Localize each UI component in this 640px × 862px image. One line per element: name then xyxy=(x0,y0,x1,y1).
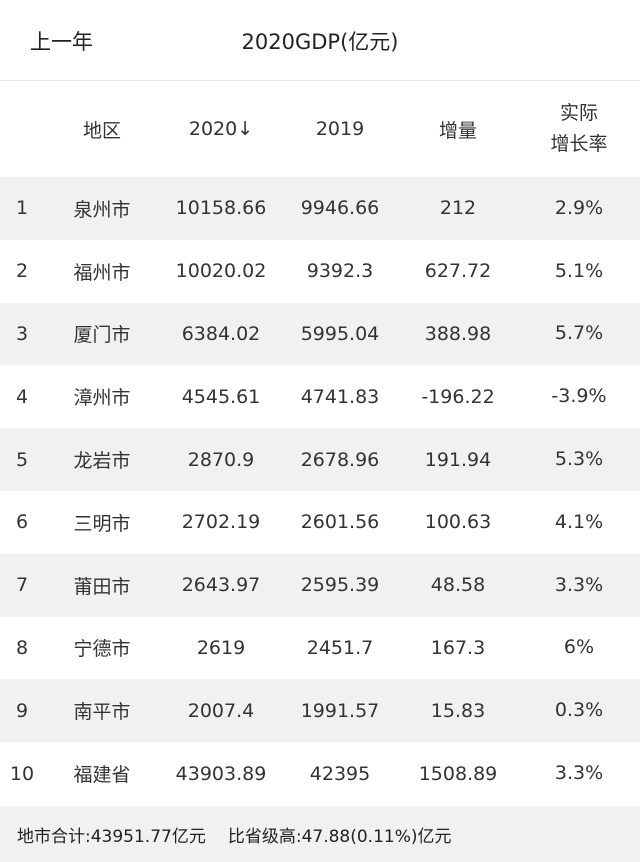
rank-cell: 9 xyxy=(15,699,29,722)
table-row[interactable]: 2 福州市 10020.02 9392.3 627.72 5.1% xyxy=(0,240,640,303)
region-cell: 福州市 xyxy=(73,261,131,284)
rate-header-line2: 增长率 xyxy=(550,133,608,155)
rank-cell: 1 xyxy=(15,197,29,220)
gdp-2020-cell: 2643.97 xyxy=(181,574,261,597)
growth-rate-cell: 5.3% xyxy=(554,448,604,471)
region-cell: 龙岩市 xyxy=(73,450,131,473)
growth-rate-cell: 3.3% xyxy=(554,762,604,785)
increment-cell: 15.83 xyxy=(430,699,486,722)
sort-2020-header[interactable]: 2020↓ xyxy=(160,118,282,140)
gdp-2019-cell: 2595.39 xyxy=(300,574,380,597)
growth-rate-cell: 3.3% xyxy=(554,573,604,596)
rank-cell: 3 xyxy=(15,322,29,345)
region-cell: 福建省 xyxy=(73,764,131,787)
rate-header-line1: 实际 xyxy=(559,102,598,124)
table-row[interactable]: 6 三明市 2702.19 2601.56 100.63 4.1% xyxy=(0,491,640,554)
gdp-2020-cell: 43903.89 xyxy=(175,762,267,785)
rank-cell: 8 xyxy=(15,636,29,659)
header-growth-rate[interactable]: 实际 增长率 xyxy=(518,98,640,160)
table-row[interactable]: 4 漳州市 4545.61 4741.83 -196.22 -3.9% xyxy=(0,365,640,428)
region-header: 地区 xyxy=(82,119,121,142)
gdp-2019-cell: 2601.56 xyxy=(300,511,380,534)
region-cell: 泉州市 xyxy=(73,198,131,221)
increment-cell: 627.72 xyxy=(424,260,492,283)
gdp-2019-cell: 9392.3 xyxy=(306,260,374,283)
previous-year-button[interactable]: 上一年 xyxy=(30,30,93,54)
growth-rate-cell: 5.7% xyxy=(554,322,604,345)
growth-rate-cell: 5.1% xyxy=(554,259,604,282)
rank-cell: 4 xyxy=(15,385,29,408)
table-row[interactable]: 5 龙岩市 2870.9 2678.96 191.94 5.3% xyxy=(0,428,640,491)
gdp-2019-cell: 1991.57 xyxy=(300,699,380,722)
table-row[interactable]: 1 泉州市 10158.66 9946.66 212 2.9% xyxy=(0,177,640,240)
gdp-2020-cell: 6384.02 xyxy=(181,322,261,345)
rank-cell: 5 xyxy=(15,448,29,471)
gdp-2020-cell: 10020.02 xyxy=(175,260,267,283)
gdp-2020-cell: 2870.9 xyxy=(187,448,255,471)
growth-rate-cell: 4.1% xyxy=(554,510,604,533)
header-increment[interactable]: 增量 xyxy=(438,119,477,142)
growth-rate-cell: 6% xyxy=(563,636,595,659)
gdp-2019-cell: 4741.83 xyxy=(300,385,380,408)
table-row[interactable]: 10 福建省 43903.89 42395 1508.89 3.3% xyxy=(0,742,640,805)
increment-cell: -196.22 xyxy=(421,385,495,408)
gdp-2019-cell: 5995.04 xyxy=(300,322,380,345)
increment-cell: 100.63 xyxy=(424,511,492,534)
gdp-2020-cell: 10158.66 xyxy=(175,197,267,220)
gdp-2019-cell: 9946.66 xyxy=(300,197,380,220)
increment-cell: 167.3 xyxy=(430,636,486,659)
table-row[interactable]: 8 宁德市 2619 2451.7 167.3 6% xyxy=(0,617,640,680)
rank-cell: 7 xyxy=(15,574,29,597)
region-cell: 南平市 xyxy=(73,701,131,724)
header-2020-label: 2020 xyxy=(188,118,238,140)
region-cell: 三明市 xyxy=(73,512,131,535)
province-diff: 比省级高:47.88(0.11%)亿元 xyxy=(227,826,452,847)
table-row[interactable]: 3 厦门市 6384.02 5995.04 388.98 5.7% xyxy=(0,302,640,366)
gdp-2020-cell: 4545.61 xyxy=(181,385,261,408)
rank-cell: 2 xyxy=(15,260,29,283)
increment-cell: 212 xyxy=(439,197,477,220)
table-row[interactable]: 9 南平市 2007.4 1991.57 15.83 0.3% xyxy=(0,679,640,743)
region-cell: 莆田市 xyxy=(73,575,131,598)
gdp-2020-cell: 2619 xyxy=(196,636,246,659)
top-bar: 上一年 2020GDP(亿元) xyxy=(0,0,640,81)
table-body: 1 泉州市 10158.66 9946.66 212 2.9% 2 福州市 10020.02 93… xyxy=(0,177,640,805)
region-cell: 厦门市 xyxy=(73,324,131,347)
rank-cell: 10 xyxy=(9,762,35,785)
city-total: 地市合计:43951.77亿元 xyxy=(17,826,206,847)
rank-cell: 6 xyxy=(15,511,29,534)
gdp-2019-cell: 42395 xyxy=(309,762,371,785)
gdp-2019-cell: 2451.7 xyxy=(306,636,374,659)
table-header: 地区 2020↓ 2019 增量 实际增长率 xyxy=(0,81,640,177)
increment-cell: 388.98 xyxy=(424,322,492,345)
gdp-2020-cell: 2702.19 xyxy=(181,511,261,534)
region-cell: 宁德市 xyxy=(73,638,131,661)
region-cell: 漳州市 xyxy=(73,387,131,410)
increment-cell: 1508.89 xyxy=(418,762,498,785)
growth-rate-cell: -3.9% xyxy=(551,385,607,408)
growth-rate-cell: 2.9% xyxy=(554,196,604,219)
gdp-2019-cell: 2678.96 xyxy=(300,448,380,471)
increment-cell: 48.58 xyxy=(430,574,486,597)
summary-footer: 地市合计:43951.77亿元 比省级高:47.88(0.11%)亿元 xyxy=(0,806,640,862)
table-row[interactable]: 7 莆田市 2643.97 2595.39 48.58 3.3% xyxy=(0,553,640,617)
gdp-2020-cell: 2007.4 xyxy=(187,699,255,722)
growth-rate-cell: 0.3% xyxy=(554,699,604,722)
sort-down-icon: ↓ xyxy=(237,118,254,140)
page-title: 2020GDP(亿元) xyxy=(241,30,399,54)
increment-cell: 191.94 xyxy=(424,448,492,471)
header-2019[interactable]: 2019 xyxy=(315,118,365,140)
